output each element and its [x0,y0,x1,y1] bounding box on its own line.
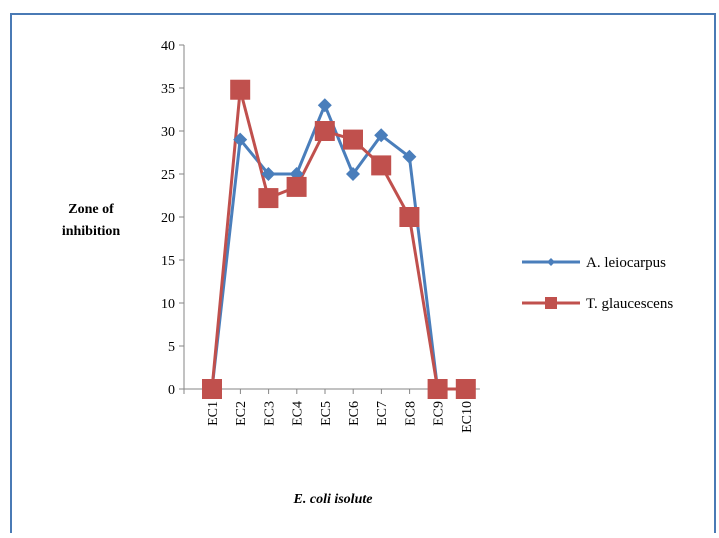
y-tick-label: 30 [161,125,175,140]
x-tick-label: EC8 [403,401,418,426]
y-tick-label: 25 [161,168,175,183]
data-point-series-2 [399,207,420,227]
y-axis-title-line-1: Zone of [68,202,114,217]
legend-label-2: T. glaucescens [586,296,673,312]
y-tick-label: 20 [161,211,175,226]
data-point-series-2 [455,379,476,399]
x-tick-label: EC9 [432,401,447,426]
x-tick-label: EC3 [262,401,277,426]
data-point-series-1 [317,98,332,113]
data-point-series-2 [230,79,251,100]
y-tick-label: 40 [161,39,175,54]
chart-frame [10,13,716,533]
plot-series [202,79,476,399]
legend-label-1: A. leiocarpus [586,255,666,271]
y-tick-label: 35 [161,82,175,97]
data-point-series-1 [346,167,360,181]
y-axis-title-line-2: inhibition [62,224,121,239]
data-point-series-1 [402,149,417,164]
y-tick-label: 0 [168,383,175,398]
x-tick-label: EC4 [291,401,306,426]
x-tick-label: EC7 [375,401,390,426]
data-point-series-2 [343,129,363,150]
y-axis: 0 5 10 15 20 25 30 35 40 [161,39,185,398]
x-axis-title: E. coli isolute [293,492,373,507]
data-point-series-1 [261,167,276,181]
y-tick-label: 15 [161,254,175,269]
data-point-series-2 [314,121,335,141]
x-tick-label: EC5 [319,401,334,426]
data-point-series-2 [258,188,279,209]
data-point-series-1 [233,132,248,147]
legend-marker-1 [547,258,555,266]
series-line-1 [210,103,466,391]
y-tick-label: 5 [168,340,175,355]
x-tick-label: EC6 [347,401,362,426]
x-tick-label: EC10 [460,401,475,433]
series-line-2 [210,88,466,391]
x-tick-label: EC2 [234,401,249,426]
y-tick-label: 10 [161,297,175,312]
data-point-series-2 [427,379,448,399]
data-point-series-2 [202,379,222,399]
legend-marker-2 [545,297,557,309]
data-point-series-1 [374,128,389,143]
legend: A. leiocarpus T. glaucescens [522,255,673,312]
data-point-series-2 [286,176,307,197]
x-tick-label: EC1 [206,401,221,426]
data-point-series-2 [371,155,392,176]
